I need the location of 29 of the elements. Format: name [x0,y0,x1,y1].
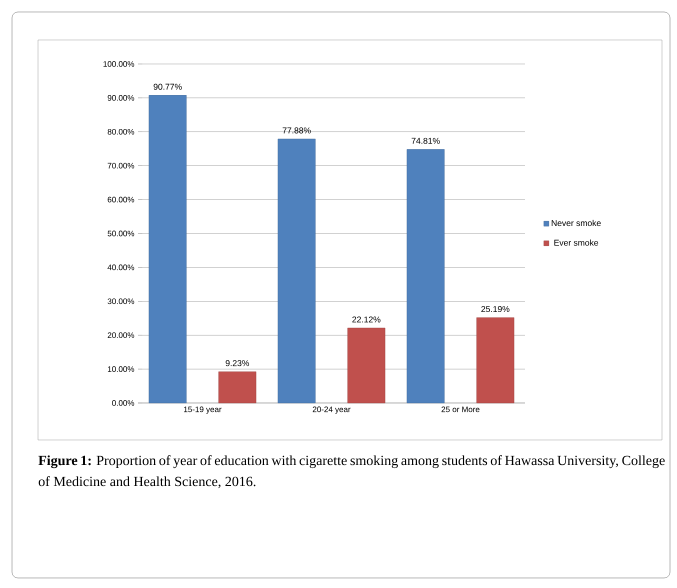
bar [406,149,445,404]
y-tick-label: 90.00% [108,95,134,101]
y-tick-label: 40.00% [108,264,134,270]
bar [476,317,514,404]
bar [347,328,386,404]
bar [278,138,316,404]
data-label: 74.81% [412,138,440,144]
data-label: 25.19% [481,306,510,312]
legend-label: Ever smoke [554,239,598,246]
y-tick-label: 60.00% [108,196,134,202]
x-tick-label: 20-24 year [312,406,350,414]
y-tick-label: 80.00% [108,128,134,135]
data-label: 90.77% [154,84,182,90]
x-tick-label: 25 or More [442,406,480,412]
y-tick-label: 50.00% [108,230,134,236]
data-label: 22.12% [352,316,380,322]
y-tick-label: 30.00% [108,298,134,304]
y-tick-label: 20.00% [108,332,134,338]
y-tick-label: 100.00% [104,61,134,67]
y-tick-label: 0.00% [112,400,134,406]
x-tick-label: 15-19 year [184,406,222,414]
y-tick-label: 10.00% [108,366,134,372]
legend-label: Never smoke [552,220,601,226]
data-label: 9.23% [226,360,250,366]
bar [148,95,187,404]
text: Figure 1: Proportion of year of education with cigarette smoking among students of Hawassa University, College of Medicine and Health Science, 2016. [38,455,665,488]
bar [218,371,256,404]
y-tick-label: 70.00% [108,162,134,169]
data-label: 77.88% [282,127,311,134]
